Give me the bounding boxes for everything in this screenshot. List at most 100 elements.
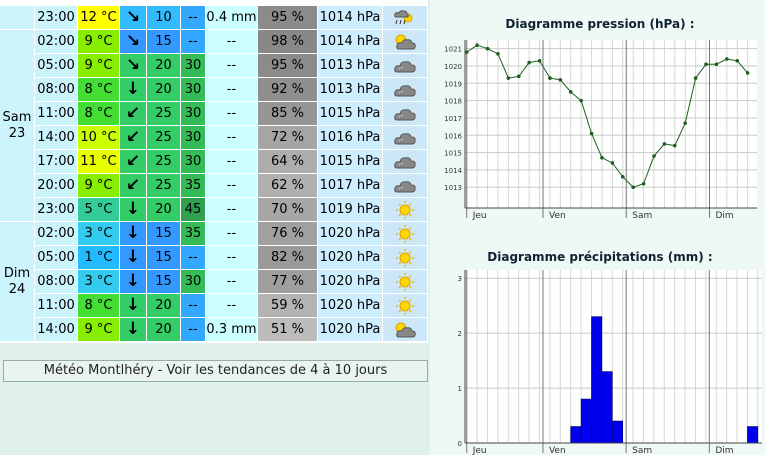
arrow-cell: ↓ <box>120 294 146 317</box>
y-tick-label: 1019 <box>444 80 462 88</box>
arrow-cell: ↓ <box>120 198 146 221</box>
data-point <box>589 131 594 136</box>
wind-cell: 15 <box>147 270 180 293</box>
wind-cell: 10 <box>147 6 180 29</box>
temp-cell: 1 °C <box>78 246 119 269</box>
weather-icon-cell <box>383 6 427 29</box>
data-point <box>610 161 615 165</box>
gust-cell: 35 <box>181 222 205 245</box>
weather-icon-cell <box>383 78 427 101</box>
data-point <box>725 57 729 61</box>
time-cell: 14:00 <box>35 126 77 149</box>
arrow-cell: ↘ <box>120 30 146 53</box>
x-tick-label: Sam <box>632 211 652 221</box>
data-point <box>620 175 625 179</box>
humidity-cell: 76 % <box>258 222 317 245</box>
day-date: 24 <box>8 281 26 297</box>
temp-cell: 9 °C <box>78 174 119 197</box>
day-cell <box>0 6 34 29</box>
temp-cell: 9 °C <box>78 30 119 53</box>
gust-cell: 30 <box>181 78 205 101</box>
gust-cell: -- <box>181 294 205 317</box>
temp-cell: 8 °C <box>78 102 119 125</box>
wind-cell: 20 <box>147 78 180 101</box>
weather-icon-cell <box>383 30 427 53</box>
weather-icon-cell <box>383 150 427 173</box>
time-cell: 02:00 <box>35 222 77 245</box>
data-point <box>683 121 688 125</box>
pressure-cell: 1016 hPa <box>318 126 382 149</box>
data-point <box>652 154 656 158</box>
pressure-cell: 1019 hPa <box>318 198 382 221</box>
data-point <box>579 98 583 103</box>
plot-area <box>465 270 762 443</box>
weather-icon <box>396 225 414 243</box>
temp-cell: 3 °C <box>78 222 119 245</box>
humidity-cell: 95 % <box>258 54 317 77</box>
weather-icon-cell <box>383 270 427 293</box>
pressure-cell: 1013 hPa <box>318 54 382 77</box>
gust-cell: -- <box>181 246 205 269</box>
wind-cell: 15 <box>147 246 180 269</box>
gust-cell: -- <box>181 30 205 53</box>
weather-icon-cell <box>383 198 427 221</box>
forecast-table: 23:00 12 °C ↘ 10 -- 0.4 mm 95 % 1014 hPa Sam 23 02… <box>0 0 428 343</box>
chart-title: Diagramme pression (hPa) : <box>505 17 694 31</box>
weather-icon <box>394 157 416 169</box>
weather-icon-cell <box>383 174 427 197</box>
plot-area <box>465 40 757 208</box>
time-cell: 08:00 <box>35 78 77 101</box>
data-point <box>496 52 500 56</box>
time-cell: 23:00 <box>35 198 77 221</box>
time-cell: 02:00 <box>35 30 77 53</box>
wind-cell: 20 <box>147 294 180 317</box>
rain-cell: -- <box>206 150 257 173</box>
y-tick-label: 0 <box>458 440 462 448</box>
data-point <box>631 185 635 190</box>
weather-icon-cell <box>383 318 427 341</box>
precip-bar <box>747 426 759 444</box>
humidity-cell: 70 % <box>258 198 317 221</box>
weather-icon <box>394 10 413 25</box>
pressure-cell: 1017 hPa <box>318 174 382 197</box>
y-tick-label: 2 <box>458 330 462 338</box>
humidity-cell: 51 % <box>258 318 317 341</box>
time-cell: 05:00 <box>35 54 77 77</box>
pressure-cell: 1020 hPa <box>318 270 382 293</box>
rain-cell: -- <box>206 294 257 317</box>
x-tick-label: Jeu <box>472 211 487 221</box>
wind-cell: 20 <box>147 198 180 221</box>
day-date: 23 <box>8 125 26 141</box>
time-cell: 20:00 <box>35 174 77 197</box>
x-tick-label: Ven <box>549 211 566 221</box>
temp-cell: 10 °C <box>78 126 119 149</box>
footer-link[interactable]: Météo Montlhéry - Voir les tendances de … <box>3 360 428 382</box>
y-tick-label: 1013 <box>444 184 462 192</box>
pressure-cell: 1020 hPa <box>318 318 382 341</box>
arrow-cell: ↘ <box>120 54 146 77</box>
data-point <box>464 50 469 54</box>
gust-cell: 35 <box>181 174 205 197</box>
rain-cell: -- <box>206 30 257 53</box>
gust-cell: 30 <box>181 102 205 125</box>
data-point <box>693 76 698 80</box>
rain-cell: -- <box>206 78 257 101</box>
pressure-cell: 1014 hPa <box>318 30 382 53</box>
humidity-cell: 72 % <box>258 126 317 149</box>
weather-icon <box>394 61 416 73</box>
time-cell: 11:00 <box>35 294 77 317</box>
day-day: Sam <box>2 109 32 125</box>
day-cell: Dim 24 <box>0 222 34 341</box>
weather-icon <box>394 85 416 97</box>
data-point <box>527 60 531 65</box>
arrow-cell: ↙ <box>120 174 146 197</box>
wind-cell: 15 <box>147 30 180 53</box>
weather-icon <box>394 133 416 145</box>
weather-icon <box>396 249 414 267</box>
temp-cell: 11 °C <box>78 150 119 173</box>
data-point <box>600 155 604 160</box>
temp-cell: 5 °C <box>78 198 119 221</box>
rain-cell: -- <box>206 222 257 245</box>
x-tick-label: Jeu <box>472 446 487 455</box>
data-point <box>475 43 479 47</box>
